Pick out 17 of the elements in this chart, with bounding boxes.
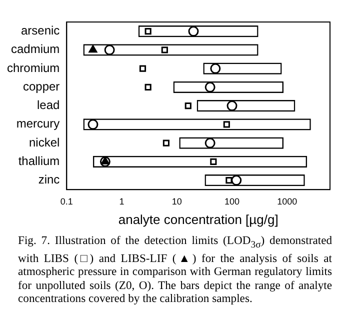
caption: Fig. 7. Illustration of the detection limits (LOD$_{3σ}$) demonstrated with LIBS (□) and LIBS-LIF (▲) for the analysis of soils at atmospheric pressure in comparison with German regulatory limits for unpolluted soils (Z0, O). The bars depict the range of analyte concentrations covered by the calibration samples. bbox=[18, 234, 332, 306]
y-tick-label: cadmium bbox=[10, 42, 60, 56]
x-tick-label: 10 bbox=[172, 196, 182, 206]
y-tick-label: copper bbox=[22, 79, 60, 94]
y-tick-label: thallium bbox=[18, 154, 60, 168]
y-tick-label: zinc bbox=[38, 172, 60, 187]
y-tick-label: arsenic bbox=[20, 24, 60, 38]
x-tick-label: 0.1 bbox=[60, 196, 73, 206]
x-axis-title: analyte concentration [µg/g] bbox=[118, 212, 278, 227]
y-tick-label: nickel bbox=[28, 135, 60, 150]
x-tick-label: 1 bbox=[119, 196, 124, 206]
x-tick-label: 100 bbox=[224, 196, 240, 206]
y-tick-label: lead bbox=[36, 98, 60, 112]
y-tick-label: mercury bbox=[16, 116, 60, 131]
bar bbox=[92, 156, 308, 168]
x-tick-label: 1000 bbox=[277, 196, 298, 206]
y-tick-label: chromium bbox=[6, 60, 60, 75]
